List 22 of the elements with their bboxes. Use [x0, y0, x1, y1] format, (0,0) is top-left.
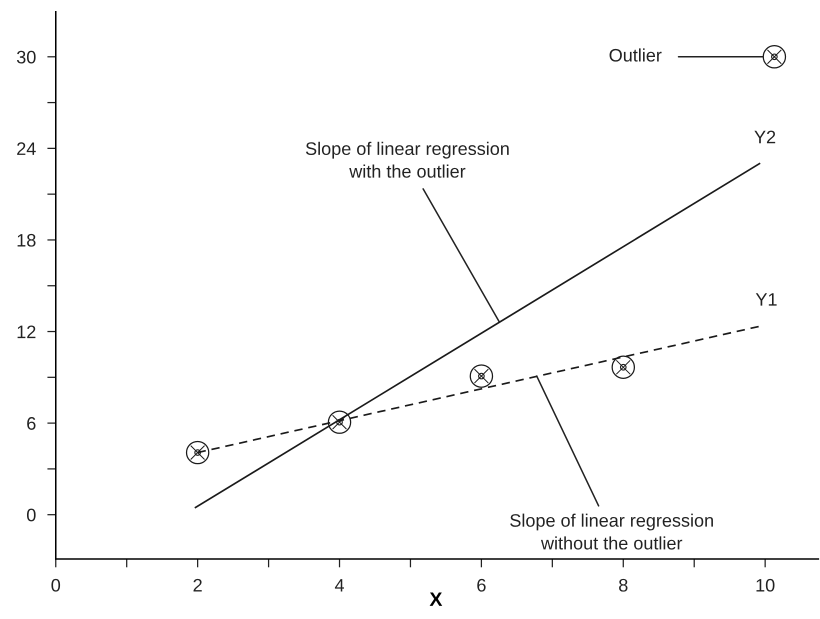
- series-label: Y1: [756, 293, 777, 306]
- x-tick-label: 2: [194, 578, 202, 592]
- point: [762, 45, 786, 69]
- annotation: Outlier: [610, 48, 662, 62]
- y-tick-label: 6: [27, 417, 36, 430]
- y-tick-label: 12: [18, 325, 36, 338]
- x-tick-label: 8: [619, 578, 628, 592]
- y-tick-label: 18: [18, 234, 36, 247]
- x-tick-label: 0: [51, 578, 60, 592]
- x-tick-label: 4: [334, 579, 344, 592]
- x-tick-label: 6: [477, 578, 486, 592]
- annotation: Slope of linear regression without the outlier: [510, 514, 713, 550]
- x-tick-label: 10: [756, 578, 774, 592]
- point: [612, 356, 636, 379]
- point: [470, 364, 494, 388]
- point: [328, 410, 352, 434]
- y-tick-label: 24: [17, 142, 36, 155]
- y-tick-label: 0: [26, 508, 36, 522]
- series-label: Y2: [754, 130, 776, 144]
- x-axis-title: X: [430, 592, 442, 606]
- y-tick-label: 30: [16, 50, 36, 64]
- annotation: Slope of linear regression with the outlier: [306, 142, 509, 178]
